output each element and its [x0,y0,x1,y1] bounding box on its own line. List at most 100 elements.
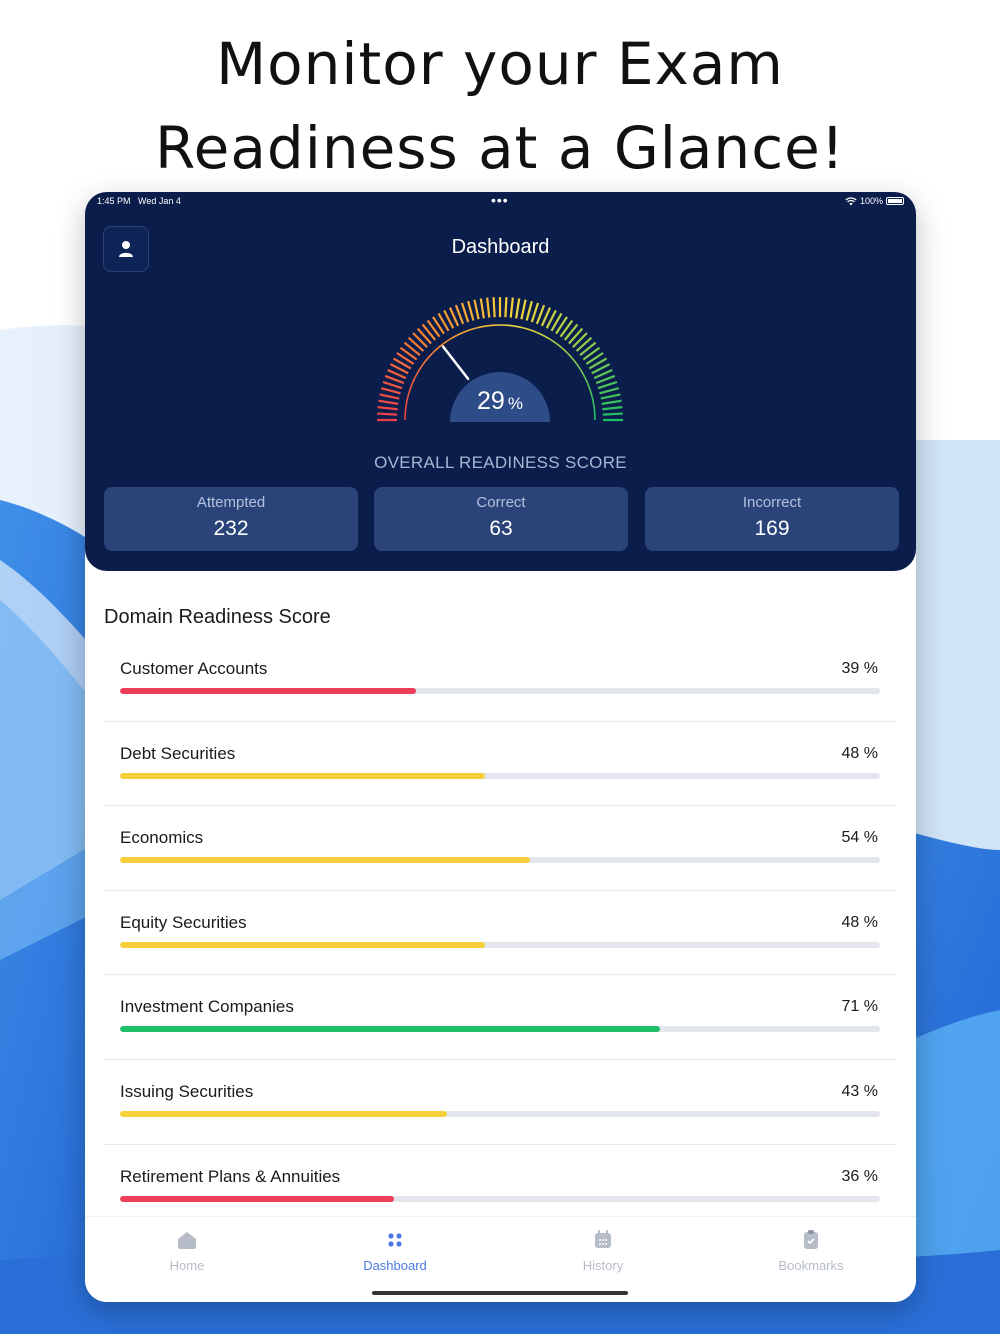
status-time: 1:45 PM [97,196,131,206]
gauge-arc-segment [432,347,439,354]
gauge-tick [426,319,441,338]
domain-name: Customer Accounts [120,659,268,678]
gauge-tick [602,412,623,416]
gauge-tick [550,312,563,332]
progress-fill [120,857,531,864]
gauge-arc-segment [408,383,413,391]
gauge-tick [407,336,425,352]
gauge-tick [437,312,450,332]
status-date: Wed Jan 4 [138,196,181,206]
gauge-tick [454,304,465,325]
gauge-arc-segment [406,390,411,399]
clipboard-icon [804,1230,818,1249]
gauge-tick [509,297,514,318]
domain-percent: 36 % [841,1167,878,1185]
tab-bar: Home Dashboard History Bookma [85,1216,916,1302]
gauge-needle [441,345,470,381]
domain-row-customer-accounts[interactable]: Customer Accounts 39 % [104,637,896,722]
gauge-tick [392,357,412,370]
domain-row-equity-securities[interactable]: Equity Securities 48 % [104,891,896,976]
gauge-arc-segment [443,338,451,344]
gauge-tick [520,299,527,320]
domain-percent: 43 % [841,1082,878,1100]
profile-button[interactable] [103,226,149,272]
headline-line-1: Monitor your Exam [216,30,784,98]
gauge-tick [443,309,455,329]
progress-track [120,772,880,779]
progress-track [120,857,880,864]
multitasking-dots-icon[interactable]: ••• [491,192,509,208]
stat-label: Incorrect [742,494,802,511]
gauge-tick [384,374,405,385]
tab-dashboard[interactable]: Dashboard [315,1227,475,1273]
gauge-tick [545,309,557,329]
gauge-arc-segment [589,390,594,399]
gauge-arc-segment [507,324,515,327]
gauge-arc-segment [583,376,589,384]
gauge-tick [540,307,552,327]
status-right: 100% [845,196,904,206]
gauge-tick [588,357,608,370]
gauge-arc-segment [542,334,551,340]
headline-line-2: Readiness at a Glance! [154,114,846,182]
gauge-arc-segment [536,331,544,337]
gauge-arc-segment [456,331,464,337]
stat-label: Correct [476,494,526,511]
progress-track [120,941,880,948]
domain-percent: 48 % [841,744,878,762]
domain-row-investment-companies[interactable]: Investment Companies 71 % [104,975,896,1060]
gauge-tick [432,316,445,335]
domain-row-retirement-plans[interactable]: Retirement Plans & Annuities 36 % [104,1145,896,1230]
dashboard-grid-icon [388,1233,402,1247]
gauge-arc-segment [405,397,409,406]
tab-bookmarks[interactable]: Bookmarks [731,1227,891,1273]
gauge-tick [473,299,480,320]
gauge-tick [600,393,621,400]
gauge-tick [515,298,521,319]
gauge-hub [450,372,550,422]
gauge-tick [595,374,616,385]
gauge-tick [448,307,460,327]
gauge-value-text: 29% [477,387,523,415]
tab-label: Dashboard [363,1258,427,1273]
domain-list: Customer Accounts 39 % Debt Securities 4… [104,637,896,1229]
home-indicator[interactable] [372,1291,628,1295]
gauge-arc-segment [418,363,424,371]
gauge-tick [387,368,407,380]
progress-fill [120,941,485,948]
progress-track [120,1110,880,1117]
domain-percent: 48 % [841,913,878,931]
progress-fill [120,1195,394,1202]
domain-row-issuing-securities[interactable]: Issuing Securities 43 % [104,1060,896,1145]
gauge-tick [380,387,401,395]
gauge-tick [399,346,418,361]
stat-value: 63 [489,517,513,540]
domain-row-economics[interactable]: Economics 54 % [104,806,896,891]
gauge-arc-segment [427,352,434,359]
domain-percent: 39 % [841,660,878,677]
gauge-tick [378,399,399,405]
dashboard-header: 1:45 PM Wed Jan 4 ••• 100% Dashboard [85,192,916,571]
gauge-arc-segment [587,383,592,391]
domain-name: Retirement Plans & Annuities [120,1166,341,1186]
tablet-screen: 1:45 PM Wed Jan 4 ••• 100% Dashboard [85,192,916,1302]
gauge-arc-segment [477,325,486,329]
progress-track [120,1195,880,1202]
gauge-arc-segment [470,326,479,331]
gauge-tick [382,380,403,390]
gauge-tick [563,323,579,341]
tab-home[interactable]: Home [107,1227,267,1273]
gauge-tick [582,346,601,361]
gauge-arc-segment [576,363,582,371]
gauge-tick [601,399,622,405]
gauge-arc-segment [593,405,596,413]
gauge-tick [403,341,421,357]
stat-value: 232 [213,517,249,540]
domain-name: Investment Companies [120,997,294,1017]
gauge-arc-segment [561,347,568,354]
calendar-icon [595,1230,611,1248]
domain-row-debt-securities[interactable]: Debt Securities 48 % [104,722,896,807]
tab-history[interactable]: History [523,1227,683,1273]
battery-percent: 100% [859,196,883,206]
gauge-tick [602,406,623,411]
